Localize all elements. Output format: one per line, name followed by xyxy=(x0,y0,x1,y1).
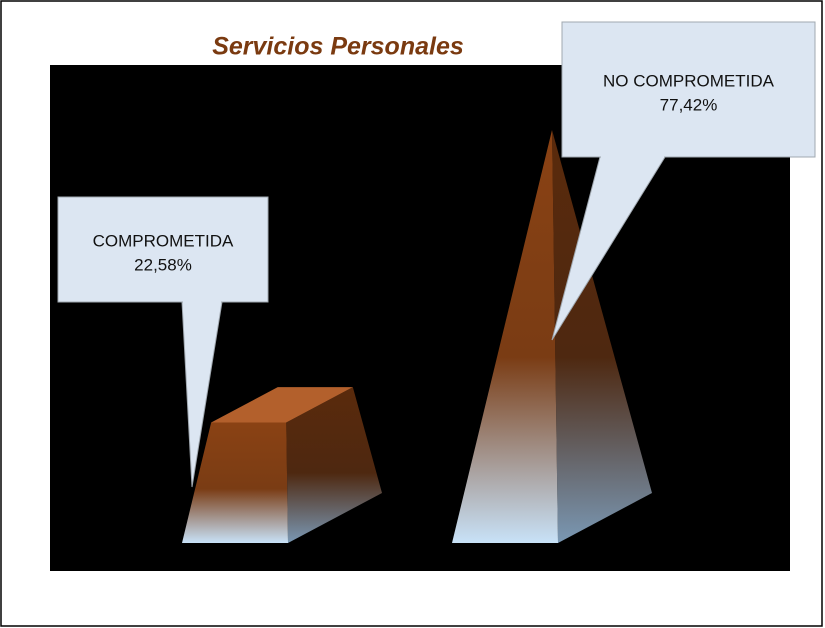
callout-box xyxy=(57,196,269,303)
pyramid-bar xyxy=(452,130,652,543)
callout-box xyxy=(561,21,816,158)
pyramid-bar xyxy=(182,387,382,543)
category-label: NO COMPROMETIDA xyxy=(603,71,775,90)
bar-right-face xyxy=(286,387,382,543)
value-label: 77,42% xyxy=(660,95,718,114)
value-label: 22,58% xyxy=(134,255,192,274)
bar-right-face xyxy=(552,130,652,543)
chart-title: Servicios Personales xyxy=(212,33,464,61)
bar-front-face xyxy=(182,422,288,543)
bar-top-face xyxy=(211,387,353,423)
bar-front-face xyxy=(452,130,558,543)
category-label: COMPROMETIDA xyxy=(93,231,234,250)
